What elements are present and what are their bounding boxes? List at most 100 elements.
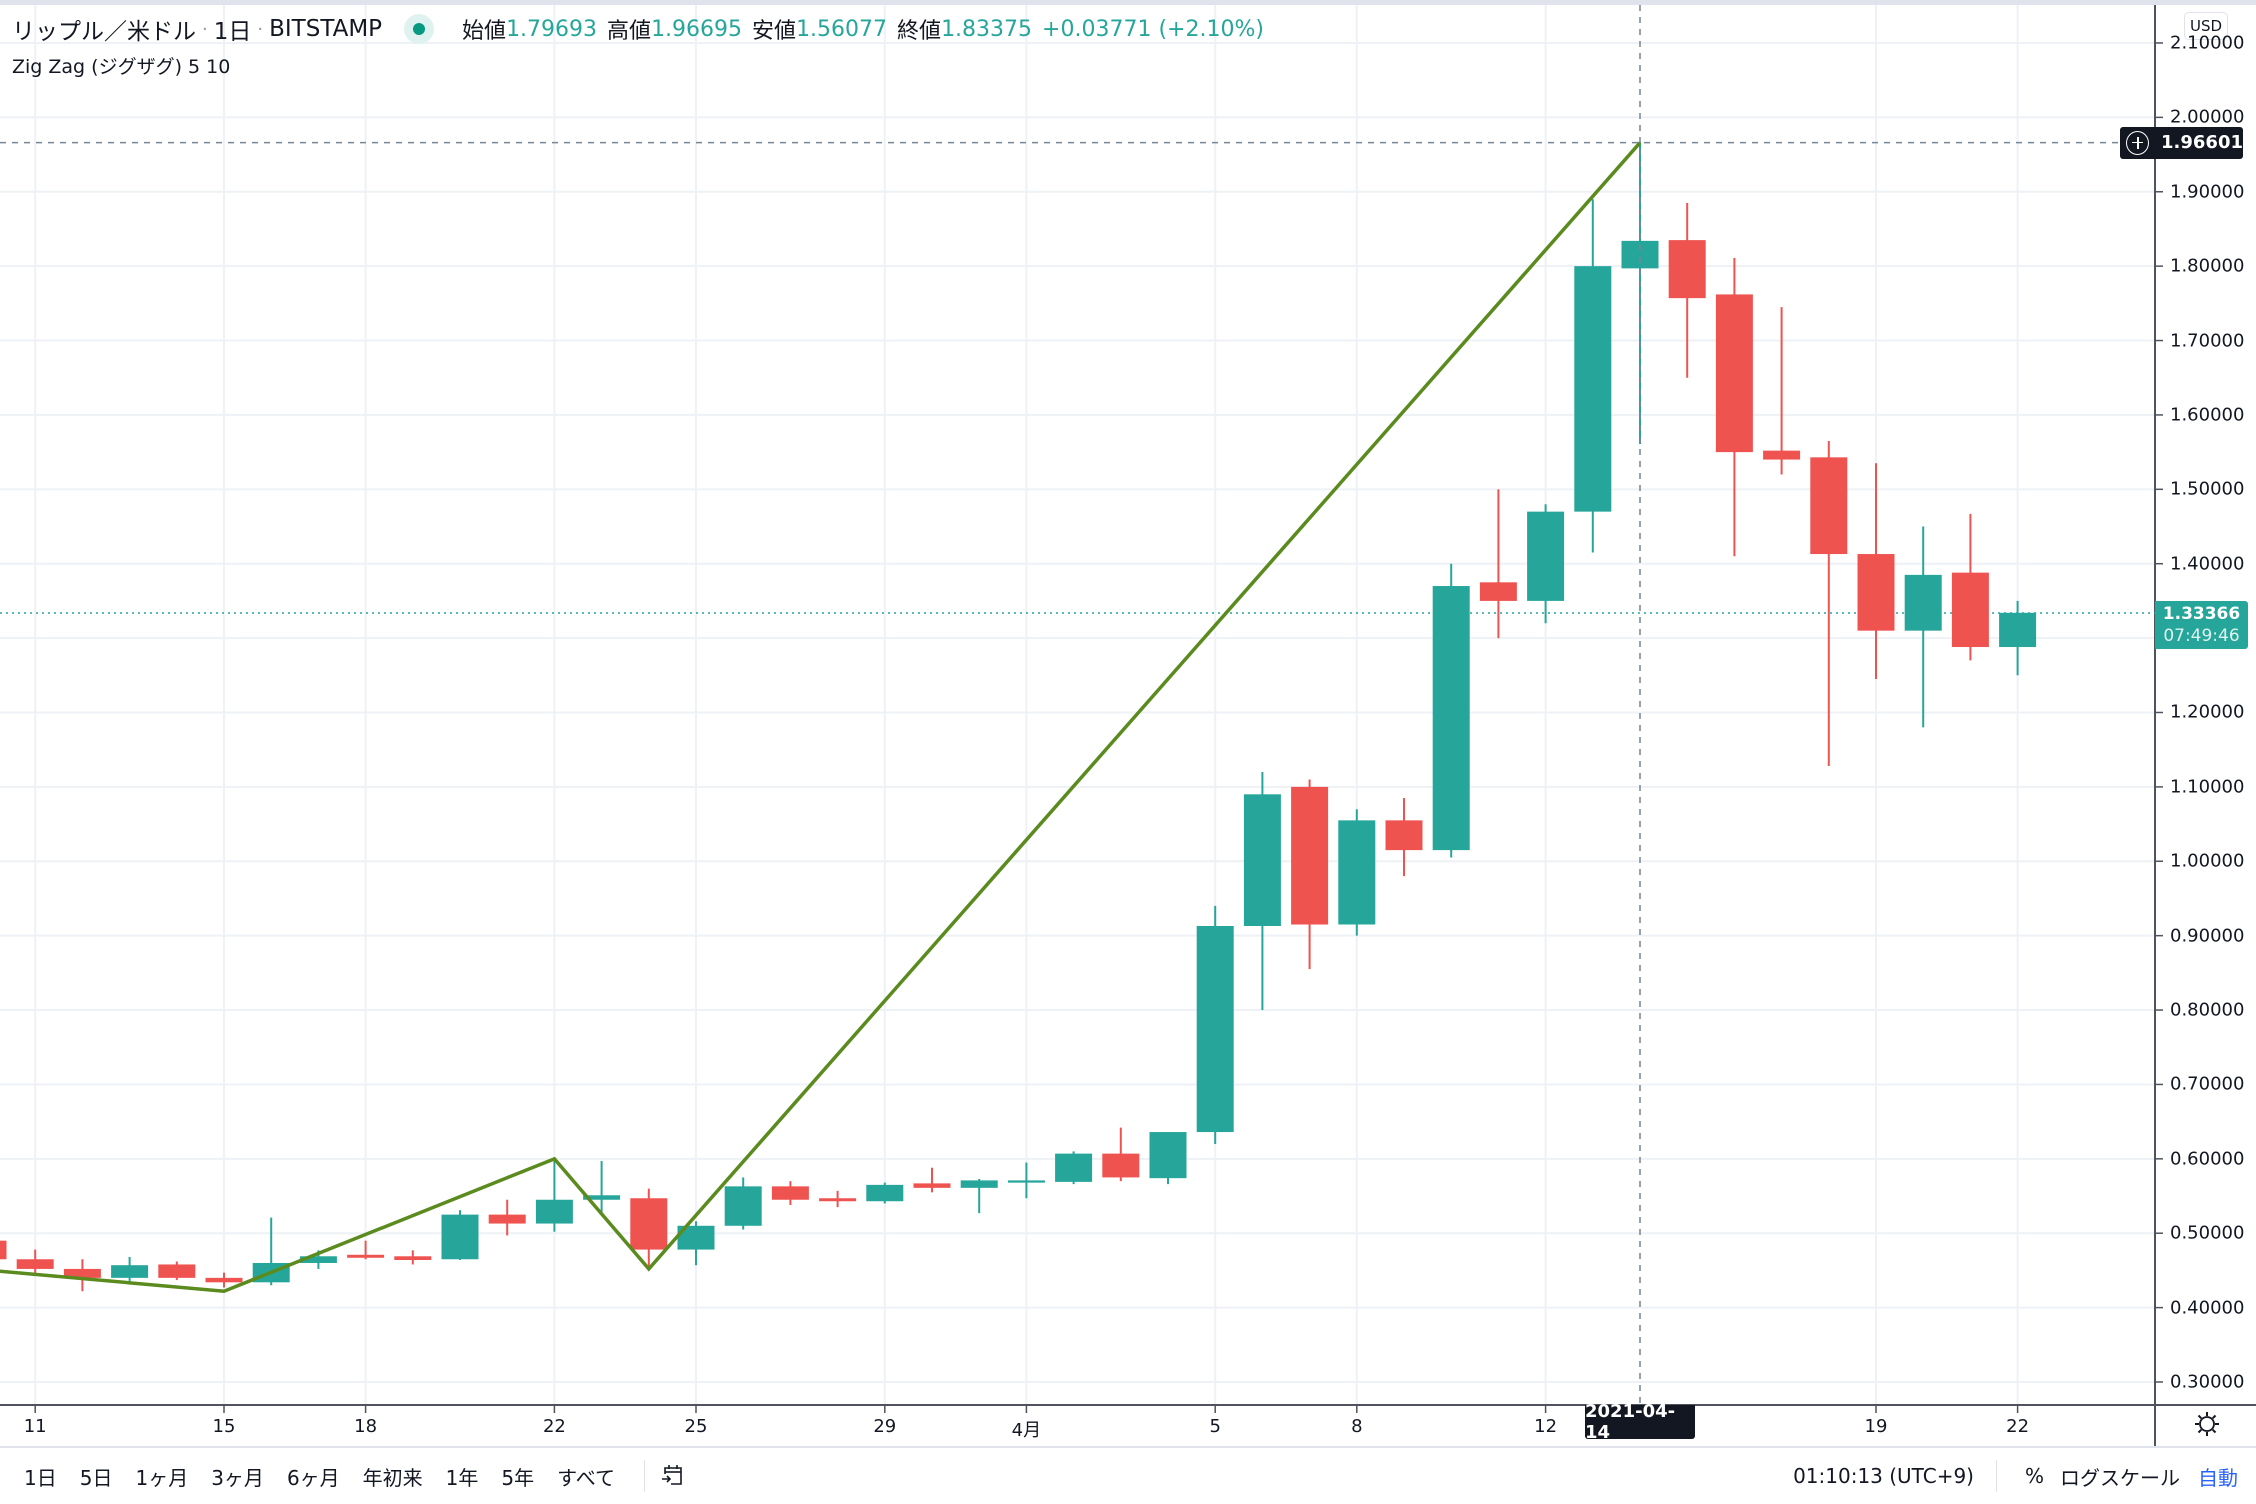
- candle-up[interactable]: [299, 1256, 337, 1263]
- candle-up[interactable]: [535, 1199, 573, 1224]
- candle-down[interactable]: [205, 1277, 243, 1283]
- interval-label[interactable]: 1日: [213, 19, 252, 45]
- price-tick-label: 0.40000: [2170, 1297, 2245, 1319]
- bottom-right-controls: 01:10:13 (UTC+9) % ログスケール 自動: [1793, 1448, 2238, 1504]
- candle-up[interactable]: [111, 1265, 149, 1278]
- candle-down[interactable]: [488, 1214, 526, 1224]
- candle-up[interactable]: [1999, 612, 2037, 648]
- change-value: +0.03771 (+2.10%): [1042, 16, 1264, 42]
- candle-down[interactable]: [630, 1198, 668, 1250]
- market-status-icon[interactable]: [404, 14, 435, 44]
- candle-up[interactable]: [1527, 511, 1565, 601]
- price-tick-label: 1.40000: [2170, 553, 2245, 575]
- exchange-label: BITSTAMP: [269, 16, 383, 42]
- date-range-buttons: 1日 5日 1ヶ月 3ヶ月 6ヶ月 年初来 1年 5年 すべて: [24, 1462, 638, 1491]
- candle-down[interactable]: [394, 1256, 432, 1261]
- percent-scale-toggle[interactable]: %: [2024, 1464, 2044, 1488]
- close-label: 終値: [897, 19, 942, 44]
- candle-up[interactable]: [1007, 1180, 1045, 1183]
- time-tick-label: 25: [684, 1416, 708, 1437]
- candle-down[interactable]: [1102, 1153, 1140, 1178]
- candle-down[interactable]: [1385, 820, 1423, 851]
- candle-up[interactable]: [1338, 820, 1376, 925]
- range-button-5[interactable]: 年初来: [362, 1465, 423, 1490]
- clock-timezone[interactable]: 01:10:13 (UTC+9): [1793, 1464, 1974, 1488]
- price-tick-label: 0.90000: [2170, 925, 2245, 947]
- low-value: 1.56077: [796, 16, 888, 42]
- price-tick-label: 0.50000: [2170, 1222, 2245, 1244]
- price-tick-label: 1.90000: [2170, 181, 2245, 203]
- candle-up[interactable]: [441, 1214, 479, 1260]
- settings-gear-icon[interactable]: [2193, 1410, 2221, 1438]
- candle-down[interactable]: [347, 1254, 385, 1258]
- low-label: 安値: [752, 19, 797, 44]
- candle-down[interactable]: [16, 1259, 54, 1269]
- price-chart[interactable]: [0, 5, 2256, 1446]
- top-border: [0, 0, 2256, 5]
- candle-up[interactable]: [1904, 574, 1942, 631]
- range-button-8[interactable]: すべて: [557, 1465, 615, 1490]
- time-tick-label: 22: [542, 1416, 566, 1437]
- candle-down[interactable]: [1668, 240, 1706, 299]
- candle-up[interactable]: [1621, 240, 1659, 269]
- time-tick-label: 22: [2006, 1416, 2030, 1437]
- candle-down[interactable]: [1951, 572, 1989, 648]
- log-scale-toggle[interactable]: ログスケール: [2060, 1465, 2180, 1490]
- candle-down[interactable]: [1715, 294, 1753, 453]
- range-button-2[interactable]: 1ヶ月: [135, 1465, 189, 1490]
- candle-down[interactable]: [771, 1186, 809, 1200]
- range-button-0[interactable]: 1日: [24, 1465, 57, 1490]
- open-value: 1.79693: [506, 16, 598, 42]
- candle-up[interactable]: [724, 1186, 762, 1226]
- crosshair-price-label: 1.96601: [2120, 126, 2243, 159]
- open-label: 始値: [462, 19, 507, 44]
- candle-down[interactable]: [0, 1240, 7, 1260]
- price-tick-label: 1.20000: [2170, 701, 2245, 723]
- candle-down[interactable]: [1763, 450, 1801, 460]
- candle-up[interactable]: [866, 1184, 904, 1202]
- candle-up[interactable]: [960, 1180, 998, 1188]
- candle-up[interactable]: [1055, 1153, 1093, 1182]
- candle-down[interactable]: [819, 1198, 857, 1202]
- indicator-legend[interactable]: Zig Zag (ジグザグ) 5 10: [12, 56, 231, 78]
- crosshair-price: 1.96601: [2161, 132, 2243, 154]
- candle-down[interactable]: [913, 1183, 951, 1188]
- high-value: 1.96695: [651, 16, 743, 42]
- divider: [643, 1460, 645, 1492]
- add-alert-plus-icon[interactable]: [2126, 130, 2150, 155]
- go-to-date-icon[interactable]: [659, 1462, 687, 1490]
- candle-up[interactable]: [1243, 794, 1281, 926]
- candle-up[interactable]: [1196, 925, 1234, 1133]
- bottom-toolbar: 1日 5日 1ヶ月 3ヶ月 6ヶ月 年初来 1年 5年 すべて 01:10:13 (UTC+9)…: [0, 1446, 2256, 1504]
- candle-down[interactable]: [1291, 786, 1329, 925]
- candle-up[interactable]: [677, 1225, 715, 1250]
- zigzag-line: [0, 141, 1642, 1294]
- range-button-4[interactable]: 6ヶ月: [286, 1465, 340, 1490]
- time-tick-label: 5: [1209, 1416, 1221, 1437]
- candle-down[interactable]: [1810, 457, 1848, 555]
- candle-up[interactable]: [1432, 586, 1470, 851]
- range-button-3[interactable]: 3ヶ月: [211, 1465, 264, 1490]
- candle-down[interactable]: [158, 1264, 196, 1278]
- range-button-7[interactable]: 5年: [501, 1465, 535, 1490]
- candle-down[interactable]: [1479, 582, 1517, 601]
- candle-down[interactable]: [63, 1268, 101, 1278]
- time-tick-label: 11: [23, 1416, 47, 1437]
- price-tick-label: 0.60000: [2170, 1148, 2245, 1170]
- candle-up[interactable]: [1574, 266, 1612, 512]
- close-value: 1.83375: [941, 16, 1033, 42]
- currency-button[interactable]: USD: [2184, 12, 2228, 40]
- range-button-6[interactable]: 1年: [445, 1465, 479, 1490]
- price-tick-label: 1.80000: [2170, 255, 2245, 277]
- candle-down[interactable]: [1857, 554, 1895, 631]
- candle-up[interactable]: [1149, 1132, 1187, 1179]
- time-tick-label: 29: [873, 1416, 897, 1437]
- price-tick-label: 0.70000: [2170, 1073, 2245, 1095]
- range-button-1[interactable]: 5日: [79, 1465, 113, 1490]
- price-tick-label: 1.70000: [2170, 330, 2245, 352]
- symbol-title[interactable]: リップル／米ドル: [12, 19, 196, 45]
- bar-countdown: 07:49:46: [2163, 626, 2240, 647]
- auto-scale-toggle[interactable]: 自動: [2198, 1465, 2238, 1490]
- candle-up[interactable]: [583, 1195, 621, 1200]
- separator-dot: ·: [202, 18, 208, 40]
